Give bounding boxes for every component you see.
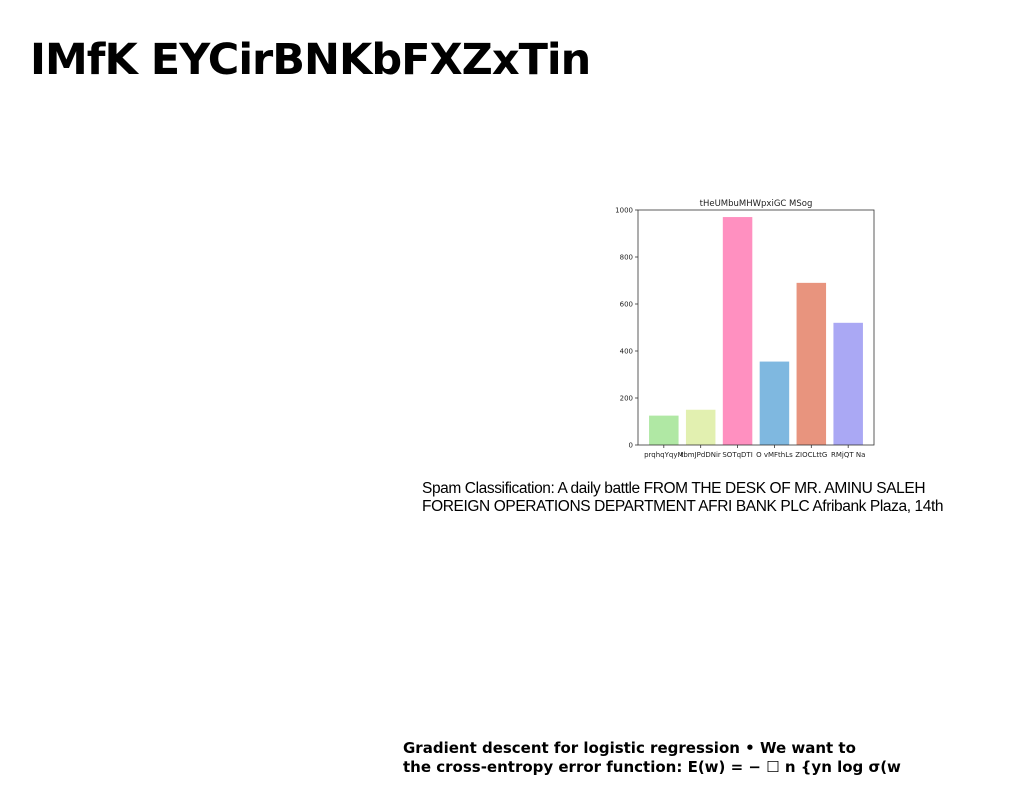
caption-line-2: FOREIGN OPERATIONS DEPARTMENT AFRI BANK … xyxy=(422,498,944,515)
slide-footnote: Gradient descent for logistic regression… xyxy=(403,739,1003,777)
chart-title: tHeUMbuMHWpxiGC MSog xyxy=(700,199,813,209)
bar-5 xyxy=(796,282,827,445)
plot-frame xyxy=(637,209,875,446)
bar-6 xyxy=(833,322,863,445)
x-tick-label-2: tbmJPdDNir xyxy=(681,451,721,459)
x-tick-label-1: prqhqYqyM xyxy=(644,451,683,459)
bar-chart: tHeUMbuMHWpxiGC MSog 0 200 400 600 800 1000 p… xyxy=(604,192,884,464)
x-tick-label-5: ZIOCLttG xyxy=(795,451,827,459)
y-tick-label-2: 200 xyxy=(620,395,633,403)
y-tick-label-3: 400 xyxy=(620,348,633,356)
bar-chart-svg: tHeUMbuMHWpxiGC MSog 0 200 400 600 800 1000 p… xyxy=(615,199,875,459)
x-tick-label-4: O vMFthLs xyxy=(756,451,793,459)
slide-caption: Spam Classification: A daily battle FROM… xyxy=(422,480,1022,516)
caption-line-1: Spam Classification: A daily battle FROM… xyxy=(422,480,926,497)
x-tick-label-6: RMjQT Na xyxy=(831,451,865,459)
footnote-line-1: Gradient descent for logistic regression… xyxy=(403,739,856,757)
y-tick-label-1: 0 xyxy=(629,442,633,450)
bar-3 xyxy=(722,217,753,445)
y-tick-label-6: 1000 xyxy=(615,207,633,215)
footnote-line-2: the cross-entropy error function: E(w) =… xyxy=(403,758,901,776)
x-tick-label-3: SOTqDTI xyxy=(722,451,752,459)
bar-1 xyxy=(649,415,679,445)
y-tick-label-4: 600 xyxy=(620,301,633,309)
slide-title: IMfK EYCirBNKbFXZxTin xyxy=(30,35,591,85)
y-tick-label-5: 800 xyxy=(620,254,633,262)
bar-4 xyxy=(759,361,790,445)
bar-2 xyxy=(685,409,716,445)
